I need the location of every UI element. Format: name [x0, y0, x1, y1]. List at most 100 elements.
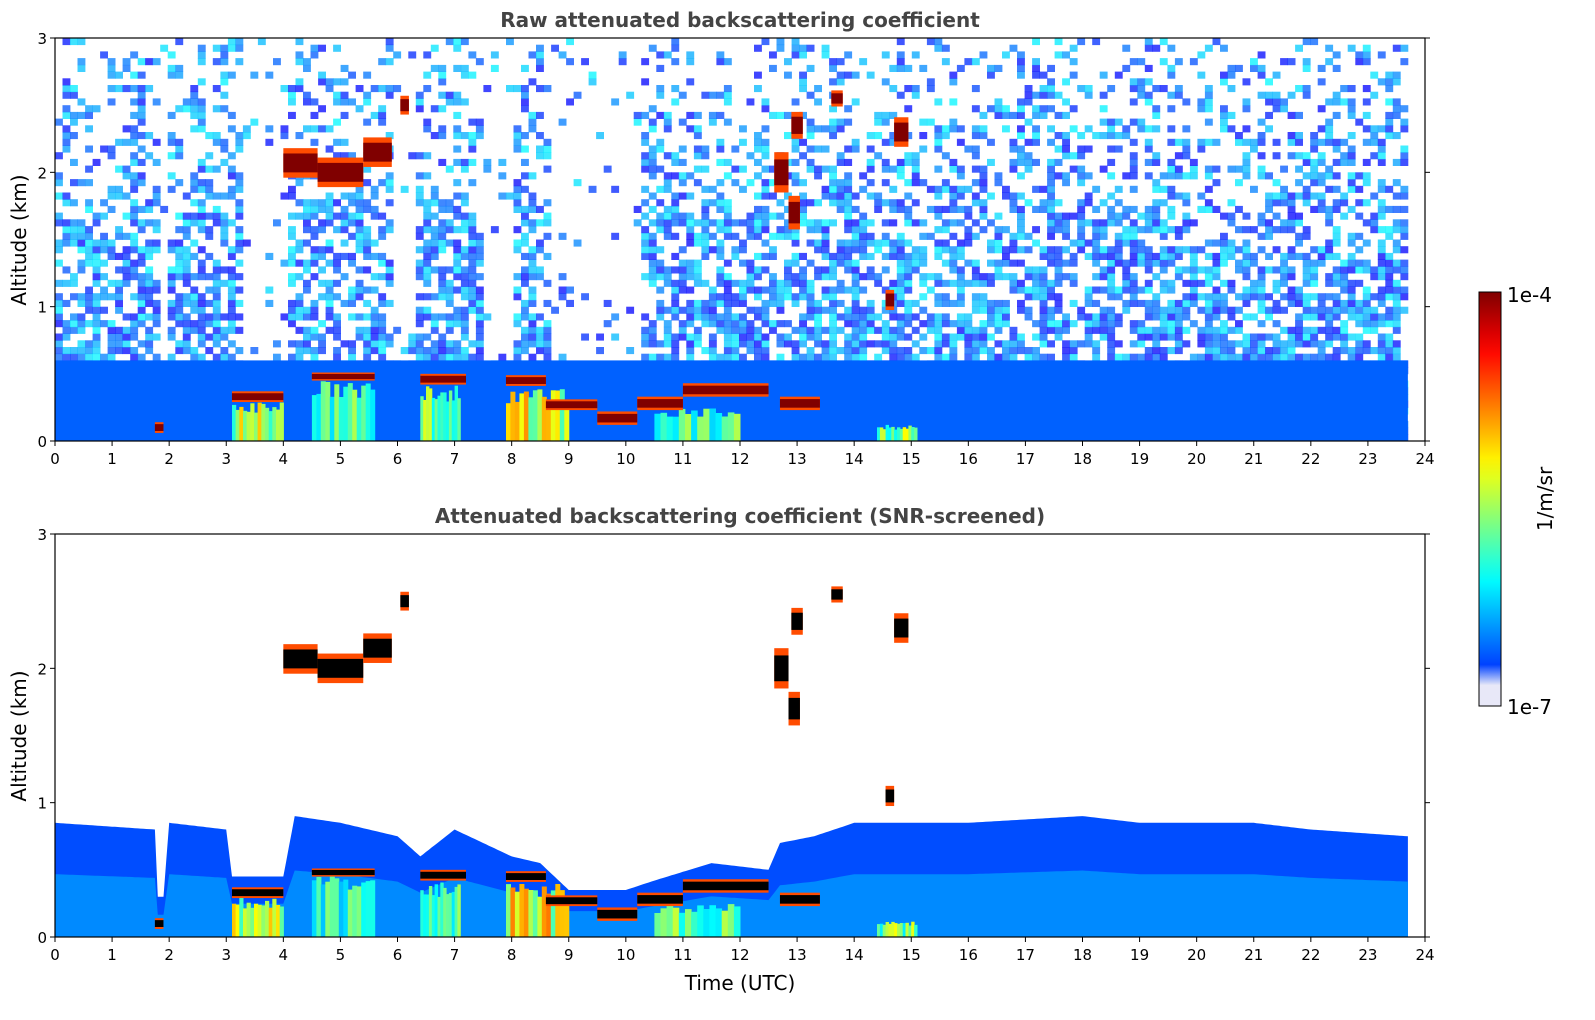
noise-cell [227, 273, 236, 281]
noise-cell [656, 199, 665, 207]
noise-cell [385, 44, 394, 52]
noise-cell [145, 246, 154, 254]
noise-cell [115, 71, 123, 79]
noise-cell [130, 98, 139, 106]
noise-cell [859, 185, 868, 193]
noise-cell [573, 179, 582, 187]
noise-cell [1287, 91, 1296, 99]
noise-cell [829, 340, 837, 348]
noise-cell [115, 299, 123, 307]
noise-cell [1099, 246, 1108, 254]
noise-cell [1204, 273, 1213, 281]
noise-cell [468, 158, 477, 166]
noise-cell [784, 273, 792, 281]
noise-cell [941, 320, 950, 328]
noise-cell [1242, 98, 1251, 106]
noise-cell [453, 259, 462, 267]
noise-cell [340, 192, 349, 200]
noise-cell [115, 226, 123, 234]
noise-cell [1265, 313, 1273, 321]
noise-cell [295, 58, 304, 66]
noise-cell [318, 205, 326, 213]
noise-cell [648, 118, 657, 126]
noise-cell [385, 179, 394, 187]
noise-cell [460, 306, 469, 314]
noise-cell [1024, 138, 1033, 146]
noise-cell [70, 158, 78, 166]
noise-cell [460, 64, 469, 72]
noise-cell [1144, 266, 1153, 274]
noise-cell [919, 320, 928, 328]
noise-cell [152, 333, 161, 341]
noise-cell [325, 78, 334, 86]
noise-cell [423, 239, 432, 247]
noise-cell [806, 286, 815, 294]
noise-cell [859, 347, 868, 355]
noise-cell [1242, 78, 1251, 86]
noise-cell [62, 279, 71, 287]
noise-cell [288, 279, 296, 287]
noise-cell [1332, 111, 1341, 119]
noise-cell [693, 145, 702, 153]
noise-cell [1265, 98, 1273, 106]
noise-cell [829, 185, 837, 193]
noise-cell [1310, 266, 1319, 274]
noise-cell [1017, 105, 1025, 113]
noise-cell [145, 199, 154, 207]
noise-cell [1054, 111, 1063, 119]
noise-cell [1024, 199, 1033, 207]
noise-cell [671, 152, 680, 160]
noise-cell [190, 286, 199, 294]
noise-cell [385, 279, 394, 287]
noise-cell [468, 293, 477, 301]
noise-cell [115, 185, 123, 193]
noise-cell [1265, 219, 1273, 227]
noise-cell [513, 239, 522, 247]
noise-cell [1310, 353, 1319, 361]
noise-cell [1250, 353, 1258, 361]
noise-cell [1129, 165, 1138, 173]
noise-cell [340, 91, 349, 99]
noise-cell [896, 293, 905, 301]
noise-cell [1062, 313, 1070, 321]
noise-cell [1114, 118, 1123, 126]
noise-cell [911, 152, 920, 160]
noise-cell [145, 293, 154, 301]
noise-cell [1347, 266, 1356, 274]
noise-cell [197, 111, 206, 119]
noise-cell [70, 132, 78, 140]
noise-cell [1280, 347, 1288, 355]
noise-cell [333, 333, 341, 341]
noise-cell [543, 333, 552, 341]
noise-cell [288, 313, 296, 321]
noise-cell [776, 38, 785, 46]
noise-cell [1197, 306, 1206, 314]
noise-cell [92, 299, 101, 307]
noise-cell [686, 125, 695, 133]
noise-cell [423, 246, 432, 254]
noise-cell [904, 192, 913, 200]
noise-cell [851, 286, 860, 294]
noise-cell [453, 179, 462, 187]
noise-cell [648, 252, 657, 260]
noise-cell [528, 219, 537, 227]
noise-cell [1197, 71, 1206, 79]
noise-cell [1137, 320, 1146, 328]
noise-cell [1137, 333, 1146, 341]
noise-cell [881, 266, 890, 274]
noise-cell [212, 353, 221, 361]
noise-cell [122, 252, 131, 260]
noise-cell [130, 138, 139, 146]
noise-cell [521, 132, 529, 140]
noise-cell [1159, 246, 1168, 254]
noise-cell [62, 347, 71, 355]
noise-cell [415, 259, 424, 267]
noise-cell [92, 333, 101, 341]
noise-cell [896, 246, 905, 254]
noise-cell [468, 212, 477, 220]
noise-cell [754, 293, 762, 301]
noise-cell [325, 279, 334, 287]
noise-cell [1152, 353, 1161, 361]
noise-cell [1272, 199, 1281, 207]
noise-cell [92, 105, 101, 113]
